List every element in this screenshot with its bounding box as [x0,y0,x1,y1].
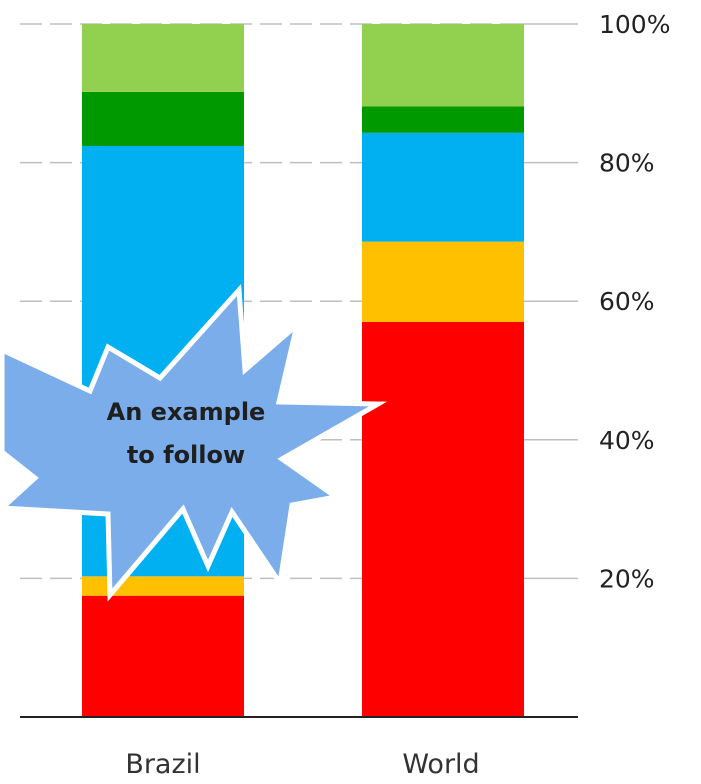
bar-segment-world-0 [362,321,524,717]
bar-segment-brazil-4 [82,24,244,92]
category-label-world: World [402,749,479,780]
y-tick-label: 60% [599,287,655,316]
y-axis-tick-labels: 20% 40% 60% 80% 100% [599,10,670,593]
category-label-brazil: Brazil [125,749,200,780]
y-tick-label: 100% [599,10,670,39]
bar-segment-brazil-3 [82,91,244,146]
callout-text-line-2: to follow [127,441,245,469]
bar-segment-world-1 [362,241,524,322]
bar-segment-world-3 [362,106,524,133]
y-tick-label: 80% [599,149,655,178]
bar-segment-world-2 [362,132,524,242]
bar-segment-world-4 [362,24,524,107]
x-axis-category-labels: Brazil World [125,749,479,780]
bar-segment-brazil-0 [82,595,244,717]
starburst-callout: An example to follow [0,283,388,602]
callout-text-line-1: An example [107,398,266,426]
starburst-shape [0,283,388,602]
bar-segment-brazil-1 [82,576,244,596]
y-tick-label: 40% [599,426,655,455]
y-tick-label: 20% [599,564,655,593]
